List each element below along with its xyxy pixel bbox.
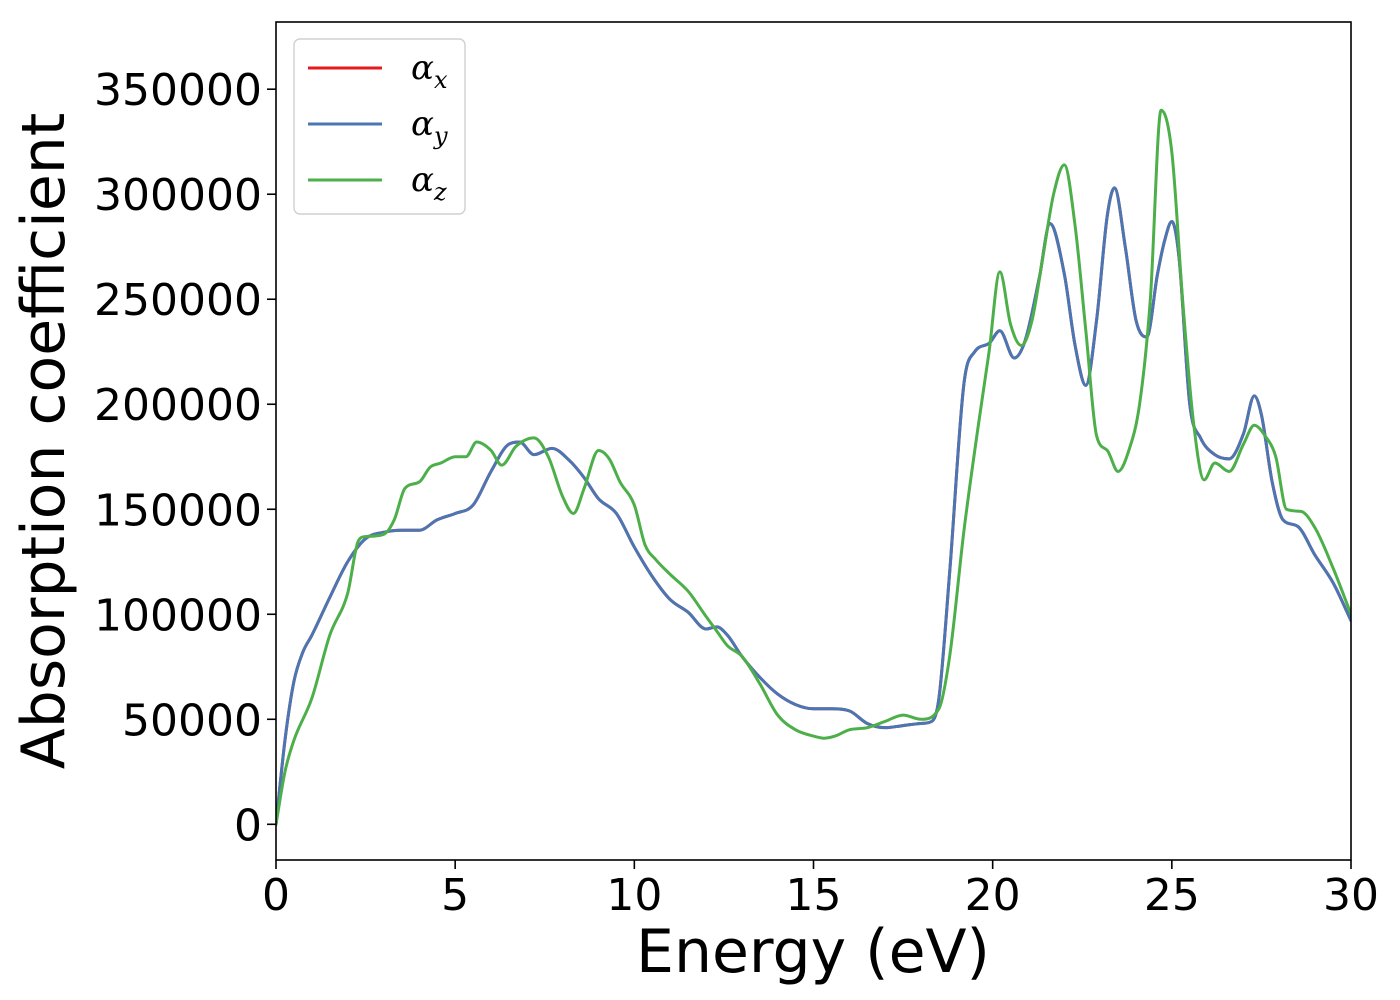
y-axis: 0 50000 100000 150000 200000 250000 300000 3500…: [94, 65, 276, 851]
x-tick-label: 20: [965, 870, 1021, 921]
y-tick-label: 300000: [94, 170, 262, 221]
y-tick-label: 200000: [94, 380, 262, 431]
y-tick-label: 50000: [122, 695, 262, 746]
series-line-alpha-z: [276, 108, 1351, 826]
x-tick-label: 10: [606, 870, 662, 921]
y-axis-label: Absorption coefficient: [9, 113, 79, 770]
x-tick-label: 5: [441, 870, 469, 921]
x-axis-label: Energy (eV): [636, 917, 990, 987]
legend-box: [293, 38, 466, 215]
y-tick-label: 250000: [94, 275, 262, 326]
x-tick-label: 15: [786, 870, 842, 921]
y-tick-label: 150000: [94, 485, 262, 536]
x-tick-label: 25: [1144, 870, 1200, 921]
x-tick-label: 30: [1323, 870, 1379, 921]
y-tick-label: 350000: [94, 65, 262, 116]
series-layer: [276, 108, 1351, 826]
legend-label-alpha-y: αy: [411, 104, 448, 150]
y-tick-label: 0: [234, 800, 262, 851]
y-tick-label: 100000: [94, 590, 262, 641]
x-tick-label: 0: [262, 870, 290, 921]
x-axis: 0 5 10 15 20 25 30: [262, 860, 1379, 921]
